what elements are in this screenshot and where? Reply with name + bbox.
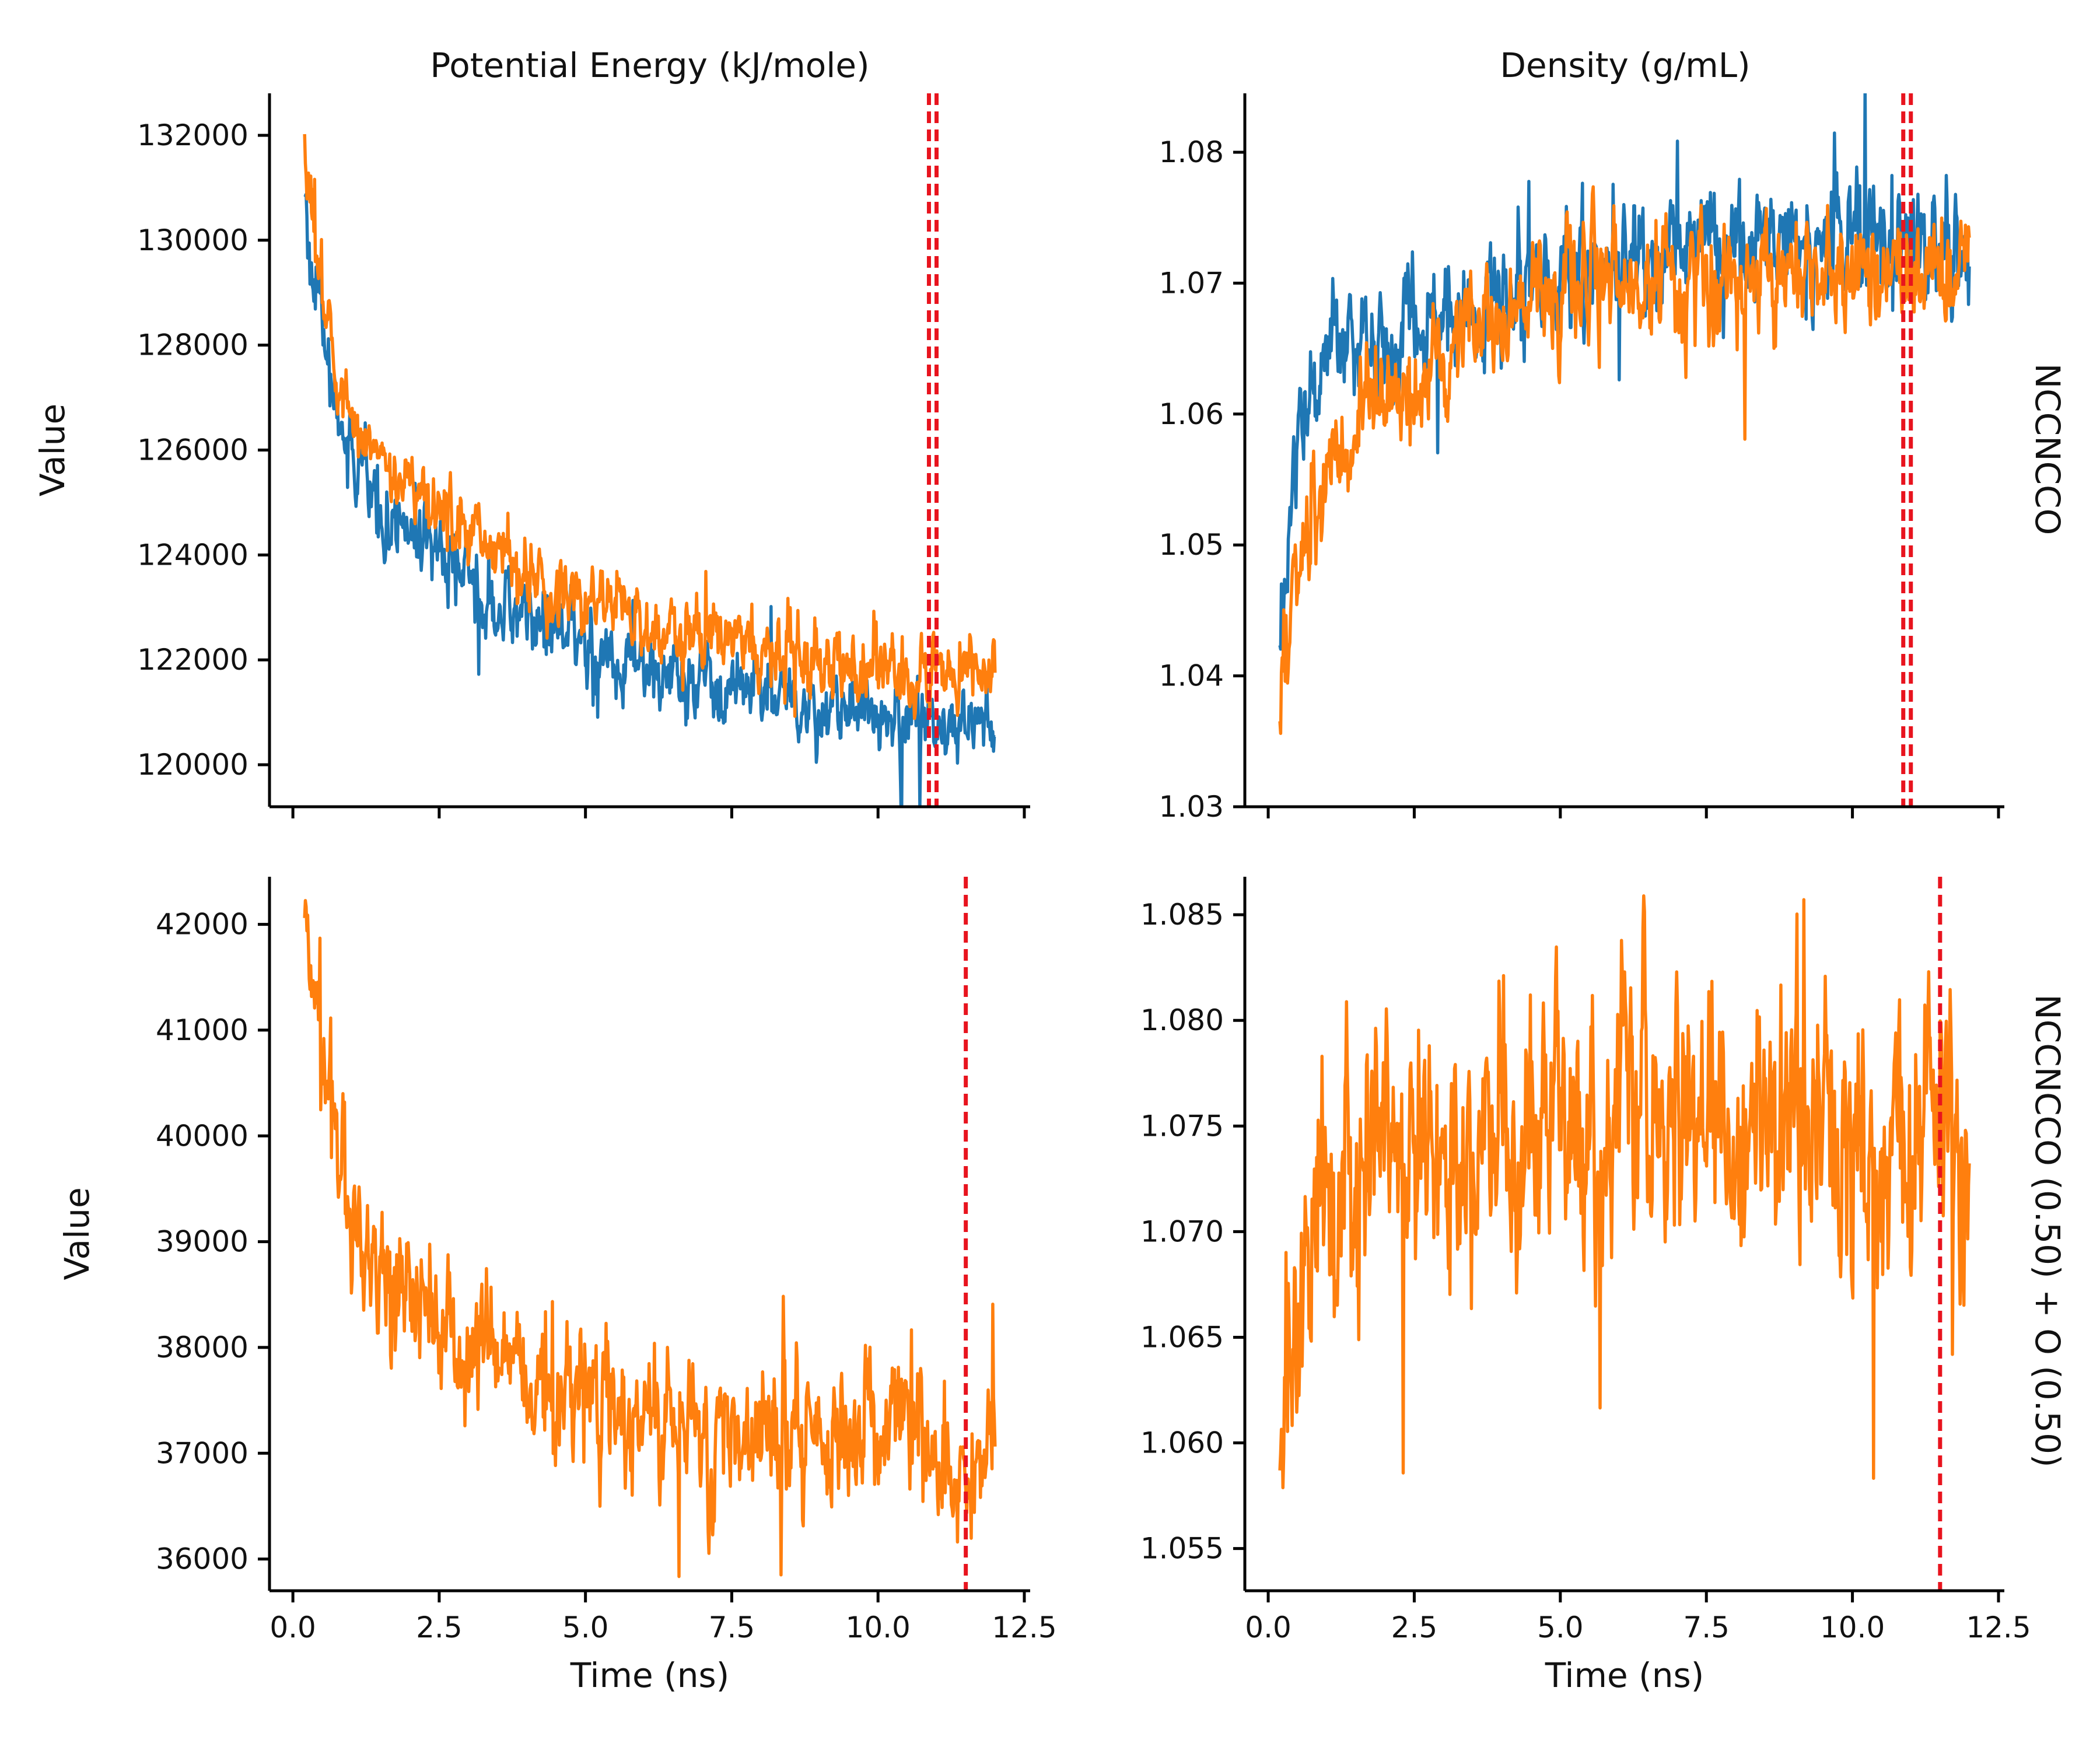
- row-title-nccncco: NCCNCCO: [2028, 363, 2067, 535]
- y-tick-label: 120000: [137, 748, 249, 782]
- x-tick-label: 0.0: [270, 1611, 316, 1644]
- y-tick-label: 1.075: [1140, 1109, 1224, 1143]
- row-title-mixture: NCCNCCO (0.50) + O (0.50): [2028, 994, 2067, 1467]
- y-tick-label: 37000: [156, 1436, 249, 1470]
- x-tick-label: 5.0: [562, 1611, 609, 1644]
- y-tick-label: 1.060: [1140, 1426, 1224, 1460]
- series-line-orange: [1278, 894, 1971, 1490]
- y-tick-label: 42000: [156, 908, 249, 942]
- x-tick-label: 10.0: [1820, 1611, 1885, 1644]
- y-tick-label: 1.070: [1140, 1214, 1224, 1248]
- y-tick-label: 128000: [137, 328, 249, 362]
- y-tick-label: 41000: [156, 1013, 249, 1047]
- x-axis-label: Time (ns): [570, 1656, 730, 1695]
- panel-top-right-density: 1.03 1.04 1.05 1.06 1.07 1.08: [1159, 93, 2004, 824]
- y-tick-label: 38000: [156, 1331, 249, 1364]
- x-tick-label: 2.5: [416, 1611, 463, 1644]
- y-tick-label: 1.055: [1140, 1532, 1224, 1566]
- y-tick-label: 124000: [137, 538, 249, 572]
- x-tick-label: 2.5: [1391, 1611, 1438, 1644]
- series-line-orange: [303, 134, 997, 720]
- x-tick-label: 12.5: [992, 1611, 1056, 1644]
- series-line-blue: [303, 192, 996, 807]
- x-tick-label: 7.5: [1683, 1611, 1730, 1644]
- series-line-orange: [303, 899, 997, 1578]
- panel-bottom-left-potential-energy: 36000 37000 38000 39000 40000 41000 42000 0.0 2.…: [57, 877, 1057, 1695]
- column-title-density: Density (g/mL): [1500, 46, 1750, 85]
- y-tick-label: 132000: [137, 118, 249, 152]
- y-tick-label: 1.05: [1159, 528, 1224, 562]
- x-tick-label: 12.5: [1966, 1611, 2031, 1644]
- x-tick-label: 7.5: [709, 1611, 755, 1644]
- y-tick-label: 1.080: [1140, 1003, 1224, 1037]
- panel-top-left-potential-energy: 120000 122000 124000 126000 128000 130000 1320…: [33, 93, 1030, 818]
- y-tick-label: 126000: [137, 433, 249, 467]
- x-tick-label: 5.0: [1537, 1611, 1584, 1644]
- y-tick-label: 1.04: [1159, 659, 1224, 693]
- panel-bottom-right-density: 1.055 1.060 1.065 1.070 1.075 1.080 1.085 0.0 2.…: [1140, 877, 2031, 1695]
- y-tick-label: 40000: [156, 1119, 249, 1153]
- y-tick-label: 1.08: [1159, 135, 1224, 169]
- y-tick-label: 1.07: [1159, 266, 1224, 300]
- y-tick-label: 36000: [156, 1542, 249, 1576]
- y-tick-label: 1.06: [1159, 397, 1224, 431]
- series-line-orange: [1278, 185, 1971, 735]
- y-tick-label: 130000: [137, 223, 249, 257]
- y-axis-label: Value: [57, 1187, 97, 1280]
- x-tick-label: 10.0: [846, 1611, 911, 1644]
- x-tick-label: 0.0: [1245, 1611, 1292, 1644]
- y-axis-label: Value: [33, 404, 72, 496]
- x-axis-label: Time (ns): [1545, 1656, 1704, 1695]
- y-tick-label: 122000: [137, 643, 249, 677]
- y-tick-label: 1.065: [1140, 1320, 1224, 1354]
- column-title-potential-energy: Potential Energy (kJ/mole): [430, 46, 869, 85]
- y-tick-label: 39000: [156, 1225, 249, 1259]
- y-tick-label: 1.03: [1159, 790, 1224, 824]
- y-tick-label: 1.085: [1140, 898, 1224, 932]
